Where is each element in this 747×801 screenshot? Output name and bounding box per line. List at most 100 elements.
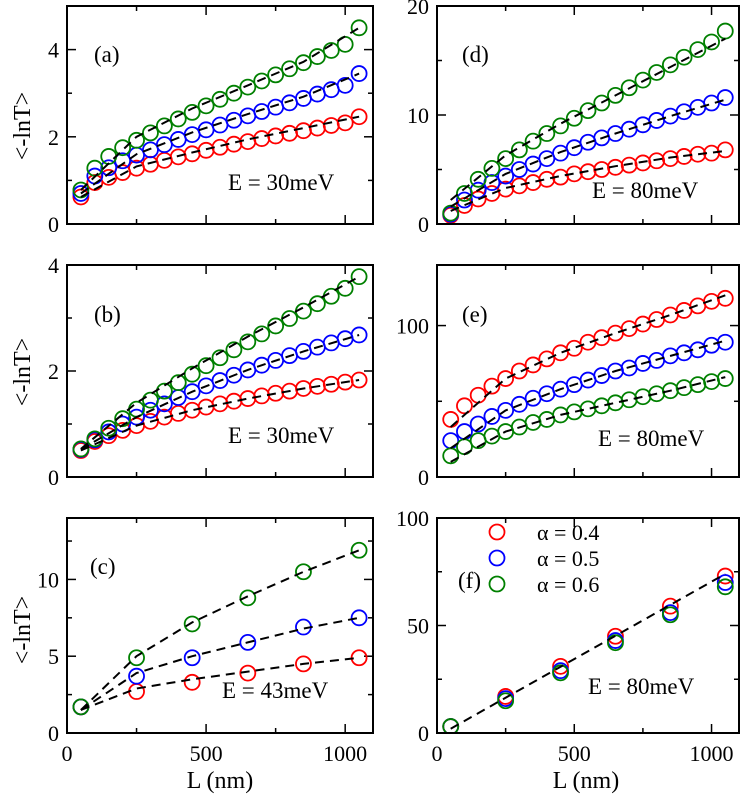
point-e-s0-4 (497, 370, 515, 387)
point-e-s1-0 (442, 432, 460, 450)
point-e-s0-2 (469, 386, 487, 404)
point-c-s0-4 (295, 655, 312, 673)
point-e-s0-0 (442, 411, 460, 428)
point-b-s0-8 (183, 401, 201, 419)
ytick-label-e-0: 0 (418, 465, 429, 490)
point-c-s0-3 (239, 664, 257, 682)
point-e-s0-10 (579, 333, 597, 351)
point-e-s1-5 (510, 395, 528, 413)
frame-a (66, 5, 374, 225)
point-a-s1-17 (308, 85, 326, 103)
point-b-s0-20 (350, 371, 368, 389)
fit-line-d-1 (450, 98, 726, 208)
point-b-s2-20 (350, 268, 368, 286)
fit-line-e-2 (450, 376, 726, 463)
point-f-s2-0 (442, 718, 460, 733)
point-d-s2-18 (689, 41, 707, 58)
point-a-s1-20 (350, 65, 368, 82)
xtick-label-c-1: 500 (190, 741, 223, 766)
frame-f (436, 517, 740, 734)
panel-label-c: (c) (90, 554, 116, 579)
legend-marker-0 (488, 523, 506, 541)
panel-d: 0 10 20 (d) E = 80meV (407, 0, 740, 237)
point-e-s0-9 (565, 339, 583, 357)
point-a-s2-10 (211, 90, 229, 108)
point-e-s2-0 (442, 447, 460, 465)
point-d-s2-2 (469, 170, 487, 188)
point-a-s0-15 (281, 124, 298, 142)
point-d-s2-8 (552, 117, 569, 135)
point-e-s0-1 (456, 397, 473, 415)
plot-area-c (72, 541, 368, 716)
point-a-s2-11 (225, 84, 243, 102)
point-d-s2-11 (593, 94, 611, 112)
point-e-s1-3 (483, 408, 501, 425)
point-a-s2-14 (267, 66, 285, 84)
point-d-s0-15 (648, 152, 666, 170)
point-c-s2-4 (295, 563, 312, 581)
point-c-s2-5 (350, 541, 368, 559)
point-d-s0-16 (661, 150, 679, 168)
point-a-s0-20 (350, 108, 368, 126)
plot-area-f (442, 567, 734, 733)
point-a-s0-8 (183, 145, 201, 163)
point-a-s1-19 (336, 76, 354, 94)
point-a-s2-18 (322, 42, 340, 59)
panel-label-e: (e) (462, 302, 488, 327)
plot-area-e (442, 289, 734, 465)
point-b-s1-20 (350, 326, 368, 344)
frame-c (66, 517, 374, 734)
point-a-s0-18 (322, 117, 340, 134)
point-e-s1-17 (675, 344, 693, 362)
point-c-s2-1 (128, 649, 145, 667)
point-d-s0-2 (469, 190, 487, 208)
frame-d (436, 5, 740, 225)
point-d-s2-4 (497, 150, 515, 168)
point-a-s0-10 (211, 138, 229, 156)
point-f-s1-5 (716, 574, 734, 591)
point-f-s2-1 (497, 692, 515, 710)
point-e-s1-6 (524, 389, 542, 407)
point-e-s0-7 (538, 350, 556, 368)
legend-label-1: α = 0.5 (537, 546, 599, 571)
point-e-s0-8 (552, 344, 569, 362)
fit-line-e-1 (450, 339, 726, 450)
point-d-s2-10 (579, 102, 597, 120)
panel-label-f: (f) (458, 568, 481, 593)
point-e-s2-11 (593, 397, 611, 415)
point-b-s2-1 (86, 430, 104, 448)
point-b-s2-2 (100, 419, 118, 437)
ytick-label-a-2: 4 (48, 38, 59, 63)
xtick-label-f-1: 500 (558, 741, 591, 766)
fit-line-e-0 (450, 294, 726, 428)
point-f-s0-5 (716, 567, 734, 585)
point-a-s2-5 (142, 124, 159, 142)
ytick-label-b-0: 0 (48, 465, 59, 490)
point-a-s2-0 (72, 181, 90, 199)
point-a-s0-17 (308, 119, 326, 137)
point-e-s2-19 (703, 373, 720, 391)
point-a-s2-2 (100, 148, 118, 165)
point-d-s0-7 (538, 170, 556, 188)
point-a-s0-14 (267, 127, 285, 145)
point-d-s1-20 (716, 89, 734, 106)
point-c-s0-2 (183, 673, 201, 691)
ylabel-row-1: <-lnT> (10, 92, 36, 160)
panel-label-b: (b) (94, 302, 121, 327)
point-e-s0-6 (524, 356, 542, 374)
point-d-s2-6 (524, 132, 542, 150)
point-a-s1-2 (100, 159, 118, 177)
point-c-s2-2 (183, 615, 201, 633)
legend-marker-2 (488, 575, 506, 593)
point-f-s0-3 (607, 627, 624, 645)
frame-b (66, 264, 374, 478)
point-f-s2-2 (552, 664, 569, 682)
ytick-label-c-1: 5 (48, 644, 59, 669)
fit-line-a-0 (80, 115, 360, 198)
fit-line-d-0 (450, 150, 726, 212)
point-b-s1-5 (142, 401, 159, 419)
xtick-label-c-2: 1000 (323, 741, 367, 766)
point-e-s0-16 (661, 306, 679, 324)
point-d-s0-13 (620, 156, 638, 174)
point-d-s2-12 (607, 86, 624, 104)
